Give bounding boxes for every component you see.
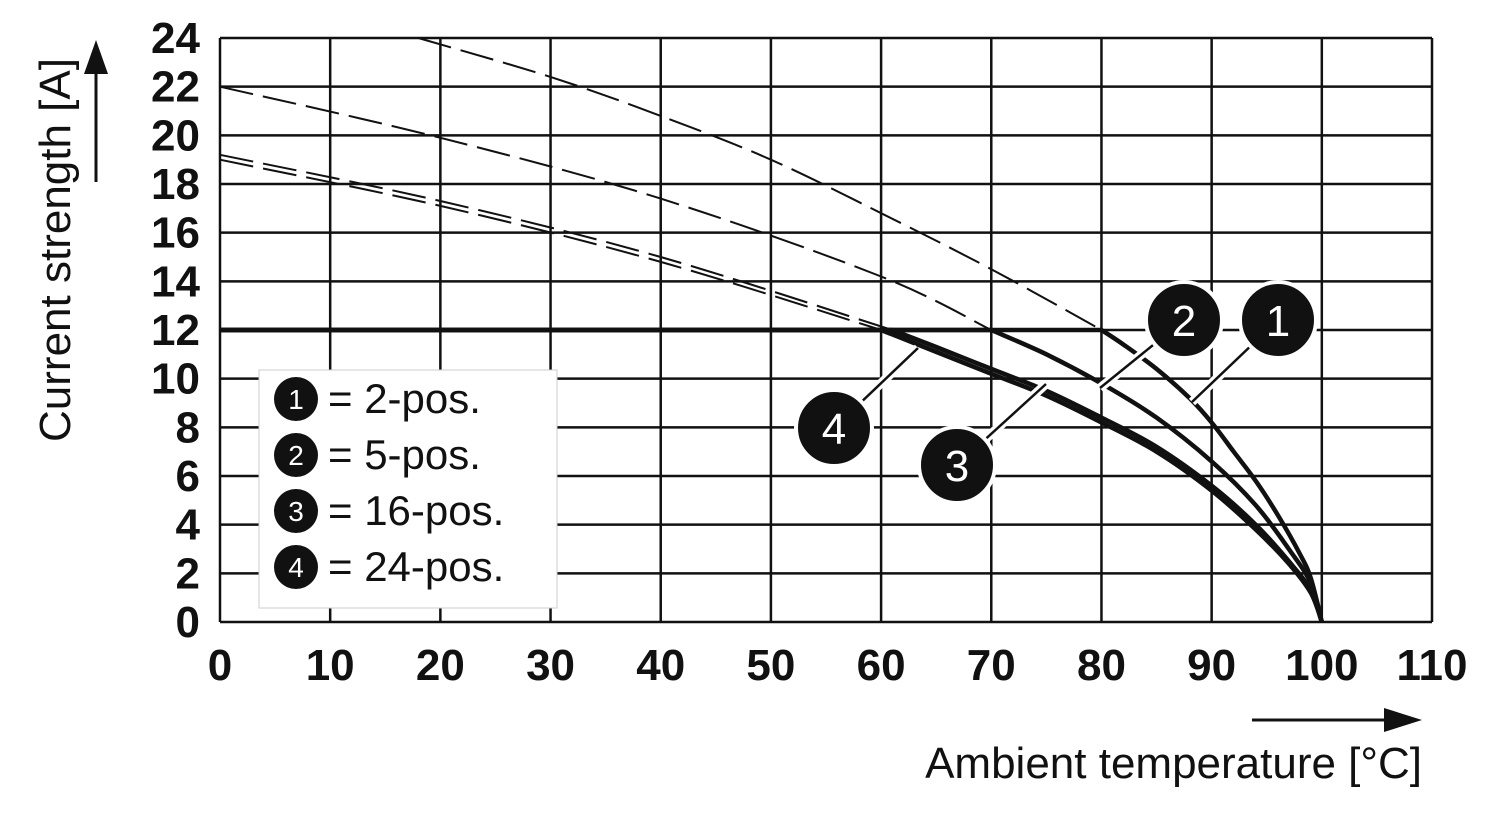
y-tick-label: 16 — [151, 209, 200, 258]
y-tick-label: 18 — [151, 160, 200, 209]
legend-entry-text: = 24-pos. — [328, 543, 504, 590]
y-tick-label: 14 — [151, 257, 200, 306]
series-4-derating-line — [220, 327, 1324, 623]
y-tick-label: 22 — [151, 63, 200, 112]
legend-entry-text: = 16-pos. — [328, 487, 504, 534]
y-tick-label: 6 — [176, 452, 200, 501]
callout-marker-label: 3 — [945, 442, 969, 491]
x-tick-label: 80 — [1077, 641, 1126, 690]
x-tick-label: 0 — [208, 641, 232, 690]
legend-marker-4 — [274, 545, 318, 589]
y-tick-label: 24 — [151, 14, 200, 63]
callout-marker-1 — [1238, 280, 1318, 360]
x-tick-label: 40 — [636, 641, 685, 690]
y-tick-label: 20 — [151, 111, 200, 160]
x-tick-label: 100 — [1285, 641, 1358, 690]
y-axis-arrow-icon — [84, 40, 108, 74]
x-tick-label: 30 — [526, 641, 575, 690]
legend-entry-text: = 2-pos. — [328, 375, 481, 422]
x-axis-arrow-icon — [1384, 708, 1422, 732]
series-4-dashed-line — [219, 158, 882, 331]
callout-marker-label: 1 — [1266, 297, 1290, 346]
x-tick-label: 10 — [306, 641, 355, 690]
y-tick-label: 2 — [176, 549, 200, 598]
series-2-derating-line — [220, 327, 1324, 623]
legend: 1 = 2-pos. 2 = 5-pos. 3 = 16-pos. 4 = 24-pos. — [258, 369, 558, 609]
y-tick-label: 10 — [151, 355, 200, 404]
callout-marker-label: 2 — [1172, 297, 1196, 346]
y-tick-label: 12 — [151, 306, 200, 355]
x-tick-label: 50 — [746, 641, 795, 690]
x-tick-label: 60 — [857, 641, 906, 690]
legend-marker-label: 3 — [288, 496, 304, 527]
callout-marker-2 — [1144, 280, 1224, 360]
callout-marker-3 — [917, 425, 997, 505]
legend-marker-label: 2 — [288, 440, 304, 471]
series-1-dashed-line — [418, 37, 1102, 331]
x-tick-label: 90 — [1187, 641, 1236, 690]
callout-marker-4 — [794, 388, 874, 468]
y-axis-title: Current strength [A] — [31, 58, 80, 442]
legend-entry-text: = 5-pos. — [328, 431, 481, 478]
x-tick-label: 20 — [416, 641, 465, 690]
legend-marker-3 — [274, 489, 318, 533]
legend-marker-label: 1 — [288, 384, 304, 415]
legend-marker-2 — [274, 433, 318, 477]
y-tick-label: 0 — [176, 598, 200, 647]
x-tick-labels: 0 10 20 30 40 50 60 70 80 90 100 110 — [208, 641, 1468, 690]
legend-marker-label: 4 — [288, 552, 304, 583]
callout-marker-label: 4 — [822, 405, 846, 454]
x-tick-label: 70 — [967, 641, 1016, 690]
x-tick-label: 110 — [1397, 641, 1468, 690]
dashed-lines — [219, 37, 1102, 331]
series-3-dashed-line — [219, 153, 893, 331]
y-tick-label: 4 — [176, 501, 201, 550]
series-2-dashed-line — [219, 85, 992, 331]
y-tick-label: 8 — [176, 403, 200, 452]
x-axis-title: Ambient temperature [°C] — [925, 739, 1422, 788]
callout-markers: 1 2 3 4 — [794, 280, 1318, 505]
legend-marker-1 — [274, 377, 318, 421]
grid — [218, 36, 1434, 624]
